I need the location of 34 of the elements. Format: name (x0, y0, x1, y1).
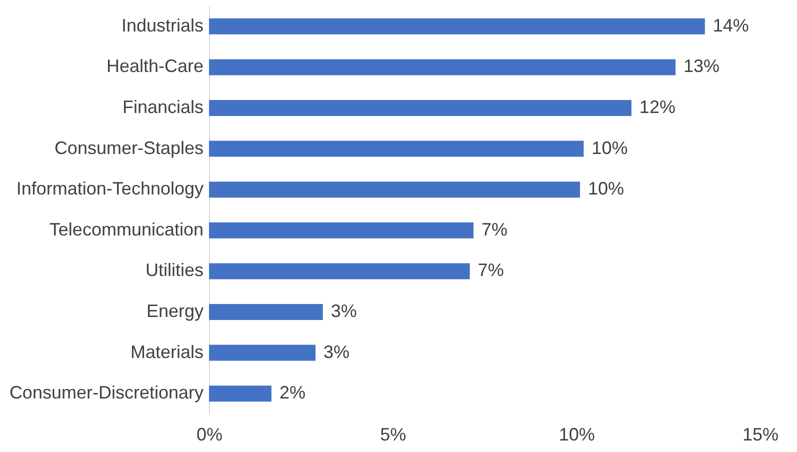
bar (209, 140, 584, 157)
x-tick-label: 0% (196, 424, 223, 444)
bar (209, 222, 474, 238)
data-label: 7% (478, 260, 504, 280)
data-label: 10% (592, 138, 628, 158)
y-tick-label: Consumer-Staples (54, 138, 204, 158)
y-tick-label: Telecommunication (49, 219, 204, 240)
bar (209, 263, 470, 280)
y-tick-label: Information-Technology (16, 178, 204, 199)
data-label: 13% (684, 56, 720, 76)
y-tick-label: Financials (122, 97, 204, 117)
data-label: 12% (639, 97, 676, 117)
bar (209, 59, 676, 76)
y-tick-label: Materials (130, 342, 204, 362)
data-label: 3% (330, 301, 357, 321)
data-label: 3% (324, 342, 350, 362)
y-tick-label: Industrials (121, 15, 204, 36)
bar (209, 386, 272, 402)
y-tick-label: Consumer-Discretionary (9, 382, 204, 403)
y-tick-label: Energy (146, 301, 204, 321)
y-tick-label: Health-Care (106, 56, 204, 76)
data-label: 2% (279, 382, 306, 403)
bar (209, 182, 580, 198)
data-label: 10% (588, 178, 624, 199)
x-tick-label: 10% (558, 424, 595, 444)
x-tick-label: 15% (742, 424, 779, 444)
data-label: 7% (481, 219, 508, 240)
bar (209, 304, 323, 320)
y-tick-label: Utilities (145, 260, 204, 280)
bar (209, 18, 705, 34)
bar (209, 100, 632, 116)
x-tick-label: 5% (380, 424, 406, 444)
data-label: 14% (712, 15, 749, 36)
bar (209, 344, 316, 361)
